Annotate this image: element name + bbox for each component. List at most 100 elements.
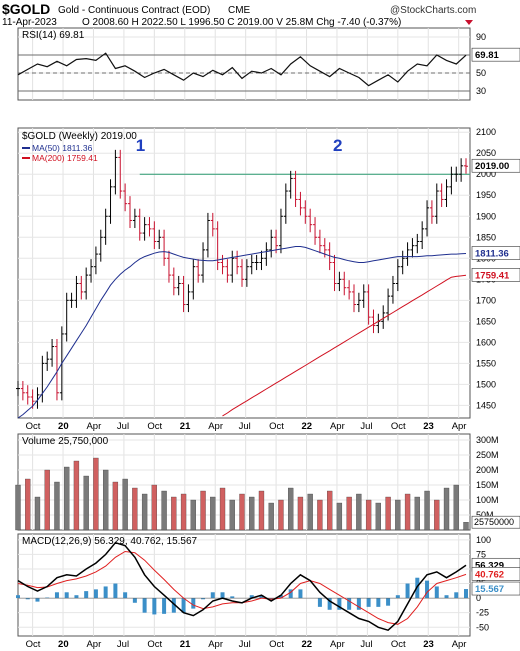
price-bar [79, 275, 84, 300]
down-arrow-icon [465, 20, 473, 25]
macd-histogram-bar [444, 595, 449, 599]
ma50-legend-label: MA(50) 1811.36 [32, 143, 93, 153]
volume-bar [463, 522, 469, 531]
price-bar [103, 208, 108, 245]
macd-histogram-bar [220, 592, 225, 599]
macd-hist-last-label: 15.567 [475, 584, 504, 595]
price-last-label-box [471, 158, 520, 173]
price-bar [162, 229, 167, 266]
price-bar [371, 309, 376, 334]
price-bar [313, 217, 318, 245]
volume-bar [336, 502, 343, 531]
macd-xtick-label: Apr [330, 639, 345, 650]
price-bar [25, 385, 30, 405]
volume-ytick-label: 300M [476, 435, 499, 445]
volume-bar [25, 478, 31, 531]
volume-bar [161, 490, 167, 531]
price-bar [405, 242, 410, 266]
ma200-last-label-box [471, 268, 520, 282]
macd-histogram-bar [210, 592, 215, 599]
price-bar [298, 191, 303, 216]
price-bar [142, 217, 147, 241]
macd-histogram-bar [74, 595, 79, 599]
volume-bar [414, 496, 420, 531]
macd-signal-last-label: 40.762 [475, 569, 504, 580]
price-xtick-label: Apr [330, 421, 345, 432]
price-bar [288, 170, 293, 199]
quote-values: O 2008.60 H 2022.50 L 1996.50 C 2019.00 … [82, 17, 401, 28]
macd-histogram-bar [191, 598, 196, 609]
price-bar [215, 221, 220, 271]
price-bar [425, 200, 430, 237]
price-bar [123, 183, 128, 212]
price-bar [439, 183, 444, 208]
price-bar [356, 292, 361, 313]
volume-bar [190, 499, 196, 531]
price-bar [98, 229, 103, 262]
volume-bar [180, 493, 187, 531]
macd-histogram-bar [162, 598, 167, 614]
price-ytick-label: 1900 [476, 211, 496, 221]
macd-xtick-label: Jul [360, 639, 372, 650]
macd-histogram-bar [35, 598, 40, 602]
price-bar [186, 284, 191, 313]
price-bar [240, 259, 244, 287]
volume-ytick-label: 250M [476, 450, 499, 460]
price-xtick-label: Oct [269, 421, 284, 432]
macd-histogram-bar [132, 598, 137, 603]
volume-bar [443, 487, 450, 531]
macd-histogram-bar [16, 595, 20, 599]
volume-ytick-label: 50M [476, 510, 494, 520]
price-bar [415, 233, 420, 254]
macd-histogram-bar [298, 589, 303, 599]
price-bar [225, 259, 230, 283]
contract-description: Gold - Continuous Contract (EOD) [58, 5, 210, 16]
macd-xtick-label: Oct [26, 639, 41, 650]
macd-title: MACD(12,26,9) 56.329, 40.762, 15.567 [22, 536, 198, 547]
price-bar [152, 221, 157, 250]
macd-xtick-label: Oct [269, 639, 284, 650]
price-xtick-label: 21 [180, 421, 191, 432]
volume-bar [229, 499, 235, 531]
macd-histogram-bar [337, 598, 342, 610]
price-bar [269, 229, 274, 258]
volume-bar [83, 475, 89, 531]
macd-signal-last-label-box [471, 567, 520, 581]
peak-annotation-1: 1 [136, 136, 145, 155]
price-bar [16, 381, 20, 397]
macd-histogram-bar [356, 598, 361, 610]
volume-bar [307, 493, 313, 531]
price-bar [366, 284, 371, 325]
macd-histogram-bar [288, 589, 293, 599]
price-bar [84, 267, 89, 300]
macd-histogram-bar [405, 583, 410, 599]
volume-ytick-label: 100M [476, 495, 499, 505]
price-bar [274, 229, 279, 254]
price-bar [147, 217, 152, 237]
price-bar [264, 242, 269, 266]
volume-bar [249, 496, 255, 531]
volume-bar [15, 484, 21, 531]
price-bar [400, 250, 405, 275]
price-last-label: 2019.00 [475, 161, 509, 172]
macd-histogram-bar [25, 598, 30, 600]
macd-histogram-bar [386, 598, 391, 606]
volume-bar [239, 493, 245, 531]
price-xtick-label: Jul [239, 421, 251, 432]
price-bar [259, 250, 264, 271]
price-bar [128, 196, 132, 229]
macd-histogram-bar [113, 583, 118, 599]
exchange-label: CME [228, 5, 251, 16]
price-bar [293, 170, 298, 208]
price-bar [166, 250, 171, 283]
macd-histogram-bar [278, 595, 283, 599]
macd-histogram-bar [54, 592, 59, 599]
price-bar [395, 259, 400, 292]
rsi-ytick-label: 50 [476, 68, 486, 78]
price-bar [342, 271, 347, 296]
price-bar [210, 212, 215, 237]
price-xtick-label: 20 [58, 421, 69, 432]
price-bar [278, 208, 283, 254]
macd-histogram-bar [93, 589, 98, 599]
volume-last-label-box [471, 515, 520, 529]
